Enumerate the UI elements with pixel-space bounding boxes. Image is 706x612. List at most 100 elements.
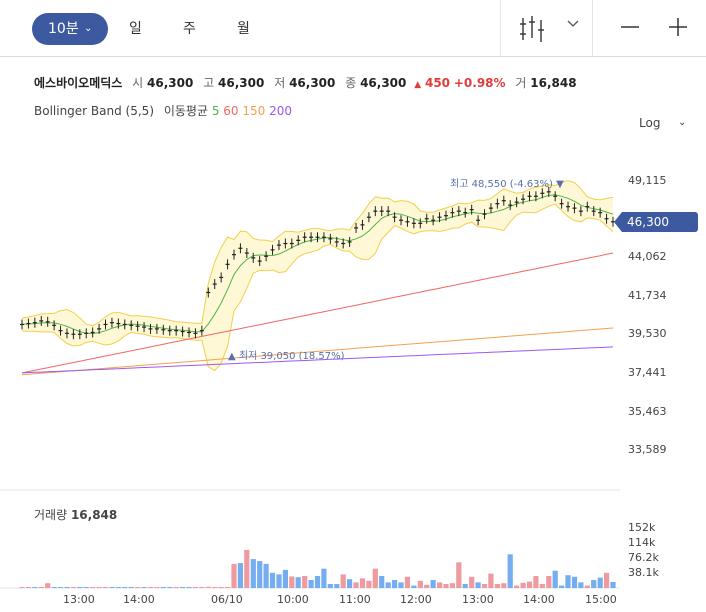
candle — [514, 197, 519, 208]
price-tick: 37,441 — [628, 366, 667, 379]
time-tick: 10:00 — [277, 593, 309, 606]
volume-bar — [57, 587, 64, 588]
candle — [109, 317, 114, 328]
candle — [309, 232, 314, 243]
volume-bar — [83, 587, 89, 588]
candle — [142, 322, 147, 333]
volume-bar — [199, 587, 205, 588]
volume-panel-value: 16,848 — [70, 508, 118, 522]
candle — [84, 328, 89, 339]
candle — [174, 325, 179, 336]
volume-label: 거 — [515, 76, 527, 90]
candle — [302, 232, 307, 243]
open-label: 시 — [132, 76, 144, 90]
volume-bar — [334, 584, 340, 588]
candle — [559, 198, 564, 209]
volume-bar — [469, 576, 475, 588]
candle — [270, 244, 275, 255]
tab-10min[interactable]: 10분 ⌄ — [32, 13, 108, 45]
candle — [437, 212, 442, 223]
chevron-down-icon — [567, 20, 579, 27]
ma-150-line — [21, 327, 614, 376]
plus-icon[interactable] — [669, 18, 687, 36]
candle — [26, 318, 31, 329]
candle — [495, 198, 500, 209]
candle — [399, 215, 404, 226]
volume-bar — [212, 587, 218, 588]
volume-bar — [475, 582, 481, 588]
volume-bar — [237, 563, 243, 588]
volume-bar — [128, 587, 134, 588]
tab-10min-label: 10분 — [48, 21, 79, 37]
candle — [45, 316, 50, 327]
candle — [604, 213, 609, 224]
chart-type-selector[interactable] — [500, 0, 593, 56]
volume-bar — [578, 582, 584, 588]
volume-bar — [70, 587, 76, 588]
open-value: 46,300 — [147, 76, 194, 90]
volume-bar — [584, 585, 590, 588]
volume-bar — [180, 587, 186, 588]
volume-bar — [321, 568, 327, 588]
candle — [373, 206, 378, 217]
low-annotation: ▲ 최저 39,050 (18.57%) — [228, 351, 345, 362]
chevron-down-icon[interactable]: ⌄ — [678, 117, 687, 128]
volume-bar — [481, 584, 488, 588]
time-tick: 12:00 — [400, 593, 432, 606]
volume-tick: 76.2k — [628, 551, 659, 564]
low-value: 46,300 — [289, 76, 336, 90]
candle — [418, 218, 423, 229]
volume-bar — [591, 580, 597, 588]
candle — [527, 191, 532, 202]
candle — [116, 318, 121, 329]
volume-bar — [302, 576, 308, 588]
volume-bar — [347, 579, 353, 588]
volume-bar — [205, 586, 211, 588]
candle — [585, 201, 590, 212]
volume-panel-title: 거래량 16,848 — [34, 506, 117, 523]
candle — [360, 219, 365, 230]
candle — [347, 236, 352, 247]
tab-month[interactable]: 월 — [237, 21, 250, 37]
volume-bar — [167, 587, 173, 588]
volume-bar — [559, 585, 565, 588]
volume-bar — [379, 576, 385, 588]
indicator-legend: Bollinger Band (5,5) 이동평균 5 60 150 200 — [34, 102, 292, 119]
candle — [354, 222, 359, 233]
price-tick: 44,062 — [628, 250, 667, 263]
volume-bar — [385, 582, 391, 588]
candle — [167, 325, 172, 336]
ma-150: 150 — [242, 104, 266, 118]
volume-bar — [443, 584, 449, 588]
tab-week[interactable]: 주 — [183, 21, 196, 37]
ma-label[interactable]: 이동평균 — [163, 104, 208, 118]
high-annotation: 최고 48,550 (-4.63%) ▼ — [450, 179, 564, 190]
candle — [546, 186, 551, 197]
candle — [219, 272, 224, 283]
candle — [321, 232, 326, 243]
bollinger-label[interactable]: Bollinger Band (5,5) — [34, 104, 154, 118]
candle — [251, 252, 256, 263]
candle — [244, 248, 249, 259]
candle — [77, 329, 82, 340]
candle — [508, 200, 513, 211]
close-label: 종 — [345, 76, 357, 90]
scale-selector[interactable]: Log — [639, 116, 661, 130]
volume-bar — [269, 572, 276, 589]
volume-bar — [314, 576, 321, 588]
volume-bar — [38, 587, 44, 588]
volume-bar — [604, 572, 610, 589]
candle — [424, 213, 429, 224]
volume-value: 16,848 — [530, 76, 577, 90]
volume-bar — [366, 580, 372, 588]
candle — [296, 235, 301, 246]
volume-bar — [411, 585, 417, 588]
change-value: 450 — [424, 76, 451, 90]
volume-bar — [141, 587, 147, 588]
tab-day[interactable]: 일 — [129, 21, 142, 37]
price-tick: 41,734 — [628, 289, 667, 302]
volume-bar — [571, 576, 578, 588]
candle — [52, 320, 57, 331]
current-price-badge: 46,300 — [622, 212, 698, 232]
